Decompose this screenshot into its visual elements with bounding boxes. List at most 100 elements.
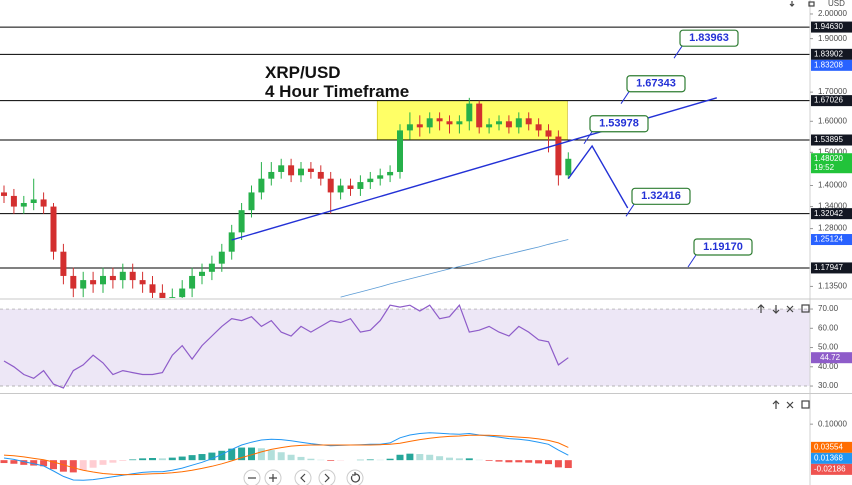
histogram-bar	[149, 458, 156, 461]
scroll-left[interactable]	[294, 469, 312, 485]
move-down[interactable]	[772, 305, 780, 314]
callout-box	[626, 75, 686, 93]
price-marker	[811, 234, 852, 246]
y-tick-label: 1.50000	[818, 147, 847, 156]
price-marker	[811, 21, 852, 33]
candle-body	[199, 271, 205, 276]
histogram-bar	[208, 452, 216, 461]
candle-body	[218, 251, 225, 264]
callout-label: 1.32416	[641, 190, 681, 202]
price-marker-label: 1.83208	[814, 60, 843, 69]
candle-body	[347, 185, 354, 189]
maximize[interactable]	[801, 304, 810, 313]
callout-label: 1.67343	[636, 78, 676, 90]
callout-pointer	[673, 45, 683, 59]
candle-body	[189, 275, 196, 289]
candle-body	[416, 124, 423, 128]
candle-body	[80, 280, 87, 289]
candle-body	[476, 103, 483, 128]
histogram-bar	[59, 460, 67, 472]
scroll-right[interactable]	[318, 469, 336, 485]
value-marker	[811, 452, 852, 464]
candle-body	[248, 192, 255, 211]
price-panel	[0, 26, 810, 298]
move-up[interactable]	[757, 304, 765, 313]
candle-body	[397, 130, 403, 172]
candle-body	[387, 171, 394, 176]
candle-body	[70, 275, 77, 289]
histogram-bar	[0, 460, 8, 464]
macd-line	[3, 434, 569, 476]
histogram-bar	[277, 452, 285, 461]
histogram-bar	[495, 460, 503, 462]
histogram-bar	[248, 447, 255, 461]
candle-body	[40, 199, 47, 207]
y-tick-label: 40.00	[818, 362, 839, 371]
candle-body	[100, 275, 106, 285]
download-icon[interactable]	[789, 1, 795, 7]
candle-body	[377, 175, 384, 179]
histogram-bar	[109, 460, 117, 463]
histogram-bar	[218, 450, 226, 461]
histogram-bar	[188, 455, 196, 461]
candle-body	[10, 195, 17, 207]
candle-body	[159, 292, 166, 298]
macd-buttons[interactable]	[772, 400, 810, 409]
lock-icon[interactable]	[808, 1, 815, 7]
price-marker	[811, 59, 852, 71]
histogram-bar	[406, 453, 414, 461]
candle-body	[317, 171, 324, 179]
histogram-bar	[554, 460, 562, 468]
histogram-bar	[198, 454, 206, 461]
histogram-bar	[426, 454, 434, 461]
histogram-bar	[386, 458, 394, 461]
histogram-bar	[485, 460, 493, 461]
top-icons[interactable]	[789, 1, 815, 7]
candle-body	[90, 280, 97, 285]
y-tick-label: 60.00	[818, 323, 839, 332]
chart-title: XRP/USD	[265, 63, 341, 82]
candle-body	[258, 178, 265, 193]
rsi-buttons[interactable]	[757, 304, 810, 314]
rsi-line	[3, 304, 569, 389]
value-marker	[811, 352, 852, 364]
y-tick-label: 50.00	[818, 343, 839, 352]
y-tick-label: 30.00	[818, 381, 839, 390]
price-marker	[811, 95, 852, 107]
candle-body	[525, 118, 532, 125]
candle-body	[278, 165, 285, 172]
candle-body	[446, 121, 453, 125]
candle-body	[208, 263, 215, 272]
candle-body	[1, 192, 7, 196]
histogram-bar	[297, 456, 305, 461]
histogram-bar	[505, 460, 513, 463]
maximize[interactable]	[801, 400, 810, 409]
price-marker-label: 1.67026	[814, 96, 843, 105]
candle-body	[426, 118, 433, 128]
move-up[interactable]	[772, 400, 780, 409]
histogram-bar	[40, 460, 48, 467]
candle-body	[20, 202, 27, 207]
histogram-bar	[545, 460, 552, 465]
candle-body	[109, 275, 116, 281]
value-marker-label: 44.72	[820, 353, 841, 362]
candle-body	[456, 121, 463, 125]
candle-body	[555, 136, 562, 176]
candle-body	[505, 121, 512, 128]
candle-body	[298, 168, 304, 176]
close[interactable]	[786, 401, 794, 409]
macd-line	[3, 432, 569, 481]
scroll-right-icon	[324, 473, 330, 483]
reset-icon	[350, 472, 361, 483]
price-marker-label: 1.25124	[814, 235, 843, 244]
candle-body	[436, 118, 443, 122]
callout-pointer	[687, 254, 697, 268]
navigation[interactable]	[243, 469, 364, 485]
reset[interactable]	[346, 469, 364, 485]
close[interactable]	[786, 305, 794, 313]
candle-body	[565, 158, 572, 176]
histogram-bar	[436, 456, 444, 461]
callout-label: 1.19170	[703, 241, 743, 253]
callout-label: 1.53978	[599, 118, 639, 130]
